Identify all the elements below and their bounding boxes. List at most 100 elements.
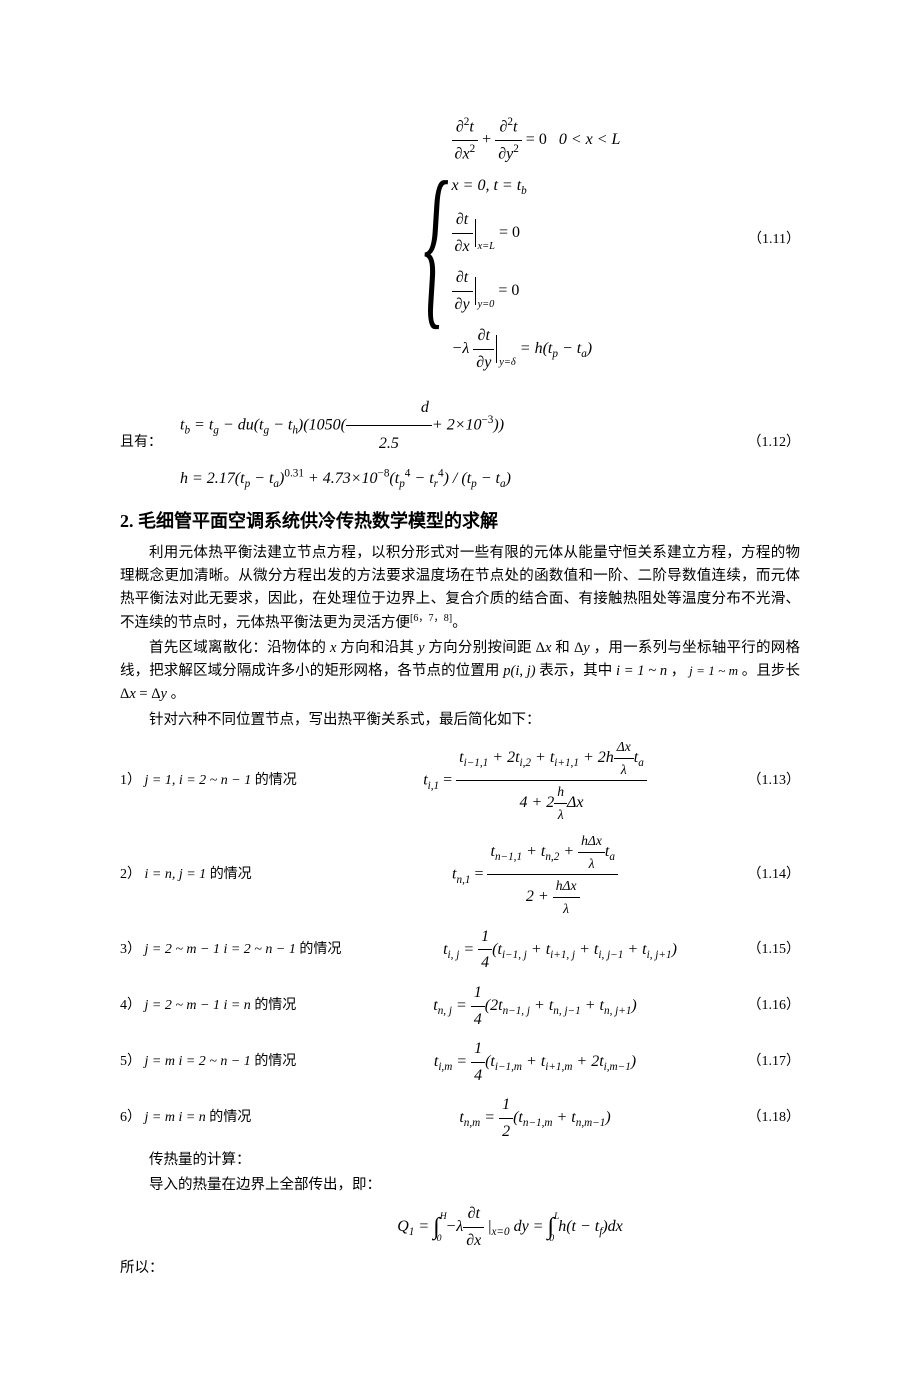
e13da: 4 + 2 [519,794,554,811]
e14nft: hΔx [578,830,605,853]
equation-system-1-11: { ∂2t∂x2 + ∂2t∂y2 = 0 0 < x < L x = 0, t… [120,94,800,386]
e18pa: 6） [120,1110,145,1125]
e14pa: 2） [120,867,145,882]
e16pa: 4） [120,998,145,1013]
e14pb: 的情况 [210,867,252,882]
equation-1-13: 1） j = 1, i = 2 ~ n − 1 的情况 ti,1 = ti−1,… [120,736,800,826]
so-label: 所以： [120,1257,800,1280]
p2d: 和 Δ [551,640,583,656]
eqnum-1-15: （1.15） [720,939,800,961]
equation-1-14: 2） i = n, j = 1 的情况 tn,1 = tn−1,1 + tn,2… [120,830,800,920]
e112-2g: ) / (t [444,470,472,487]
e112-fn: d [346,390,432,426]
e17rb: + t [522,1053,545,1070]
e14da: 2 + [526,888,553,905]
p2f: 表示，其中 [536,663,616,679]
eqQmb: dy = [510,1218,548,1235]
e112-2d: + 4.73×10 [304,470,378,487]
e16c: j = 2 ~ m − 1 i = n [145,998,255,1013]
e18eq: = [480,1109,499,1126]
e13pa: 1） [120,773,145,788]
e13dft: h [554,781,567,804]
range-text: 0 < x < L [559,131,621,148]
eqQmd: )dx [602,1218,622,1235]
eqnum-1-16: （1.16） [720,995,800,1017]
eqQeq: = [414,1218,433,1235]
e17c: j = m i = 2 ~ n − 1 [145,1054,255,1069]
e14nb: + t [522,843,545,860]
eqnum-1-11: （1.11） [720,229,800,251]
eqQft: ∂t [463,1201,484,1228]
e13db: Δx [567,794,584,811]
e16ra: (2t [485,997,503,1014]
e112-1fs: −3 [481,414,493,426]
e112-2i: ) [506,470,511,487]
e15eq: = [459,941,478,958]
equation-1-15: 3） j = 2 ~ m − 1 i = 2 ~ n − 1 的情况 ti, j… [120,924,800,976]
e15ra: (t [492,941,502,958]
heat-calc-text: 导入的热量在边界上全部传出，即： [120,1174,800,1197]
eqQmc: h(t − t [558,1218,599,1235]
e15rs4: i, j+1 [647,949,672,961]
eqnum-1-13: （1.13） [720,770,800,792]
eqQfb: ∂x [463,1228,484,1254]
e17eq: = [452,1053,471,1070]
e17pb: 的情况 [254,1054,296,1069]
e13ns4: a [638,757,644,769]
e18ft: 1 [499,1092,513,1119]
e17rc: + 2t [572,1053,603,1070]
e16rc: + t [581,997,604,1014]
e18ls: n,m [464,1117,480,1129]
p2g: ， [667,663,689,679]
p2p: p(i, j) [503,663,535,679]
e112-2e: (t [389,470,399,487]
e16rs1: n−1, j [503,1005,530,1017]
e17pa: 5） [120,1054,145,1069]
equation-1-12-block: 且有： tb = tg − du(tg − th)(1050(d2.5+ 2×1… [120,390,800,497]
e15pb: 的情况 [299,942,341,957]
sys-line-2b: b [521,185,527,197]
e16ft: 1 [471,980,485,1007]
e14ns3: a [609,851,615,863]
e16pb: 的情况 [254,998,296,1013]
e16rd: ) [631,997,636,1014]
e16ls: n, j [438,1005,452,1017]
section-2-title: 2. 毛细管平面空调系统供冷传热数学模型的求解 [120,507,800,536]
e112-2p2: −8 [378,468,390,480]
p1cite: [6，7，8] [410,613,452,624]
e15fb: 4 [478,950,492,976]
e13nfb: λ [614,759,634,781]
paragraph-2: 首先区域离散化：沿物体的 x 方向和沿其 y 方向分别按间距 Δx 和 Δy ，… [120,637,800,707]
e14nfb: λ [578,853,605,875]
e17fb: 4 [471,1063,485,1089]
e14ns2: n,2 [545,851,559,863]
eqnum-1-18: （1.18） [720,1107,800,1129]
e18rb: + t [552,1109,575,1126]
e13pb: 的情况 [255,773,297,788]
eq112-label: 且有： [120,432,180,454]
e15pa: 3） [120,942,145,957]
eqnum-1-17: （1.17） [720,1051,800,1073]
e17rs2: i+1,m [545,1061,572,1073]
p2c: 方向分别按间距 Δ [425,640,545,656]
e15rb: + t [527,941,550,958]
p2b: 方向和沿其 [336,640,418,656]
e17rs1: i−1,m [495,1061,522,1073]
e18c: j = m i = n [145,1110,210,1125]
e16rs3: n, j+1 [604,1005,631,1017]
e15c: j = 2 ~ m − 1 i = 2 ~ n − 1 [145,942,300,957]
e18rs1: n−1,m [523,1117,553,1129]
e112-2f: − t [410,470,433,487]
e112-1f: + 2×10 [432,416,482,433]
e112-2p1: 0.31 [284,468,304,480]
p2i2: 。 [167,686,185,702]
e14ls: n,1 [456,874,470,886]
e15ft: 1 [478,924,492,951]
eqnum-1-14: （1.14） [720,864,800,886]
e17ls: i,m [438,1061,452,1073]
e13nb: + 2t [488,749,519,766]
eqQl: Q [397,1218,409,1235]
sys-line-2a: x = 0, t = t [452,177,522,194]
eqQil1: 0 [437,1233,442,1244]
e15ls: i, j [448,949,460,961]
